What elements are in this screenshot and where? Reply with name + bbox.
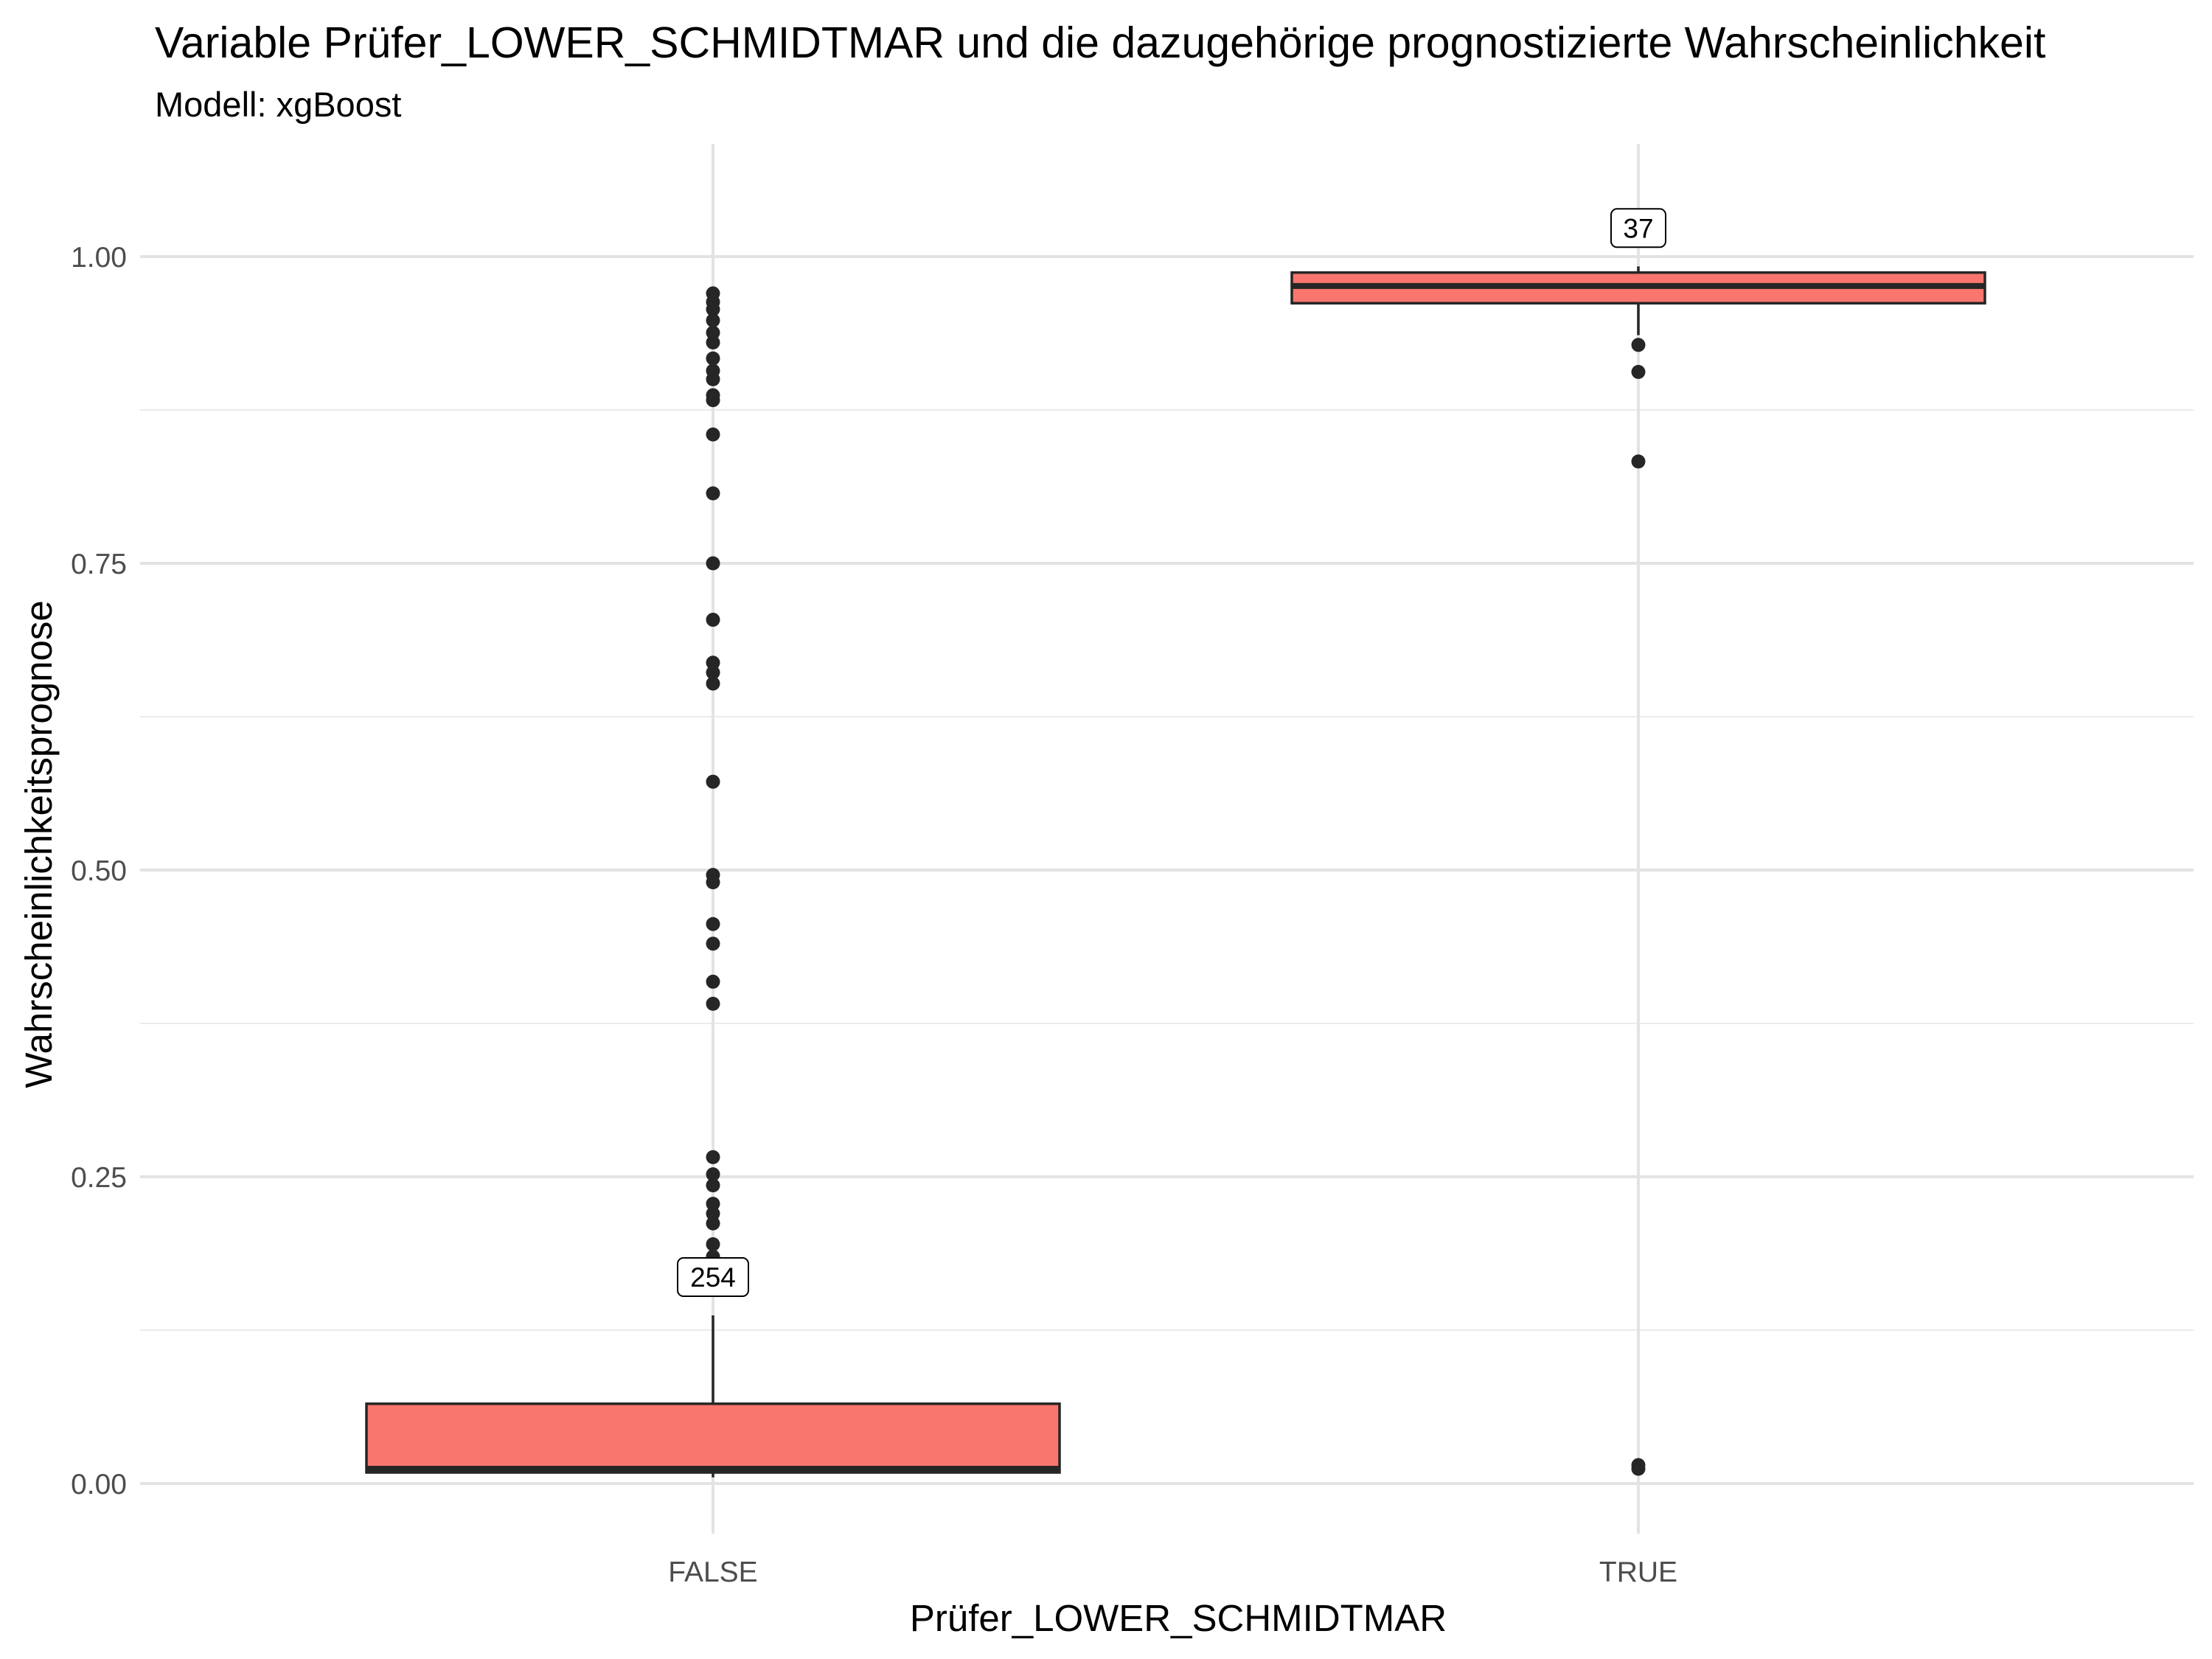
outlier-point [706,335,720,349]
box-marks: 254 37 [365,208,1986,1478]
y-tick-label: 1.00 [71,242,127,274]
chart-title: Variable Prüfer_LOWER_SCHMIDTMAR und die… [155,18,2045,67]
grid-lines [140,144,2194,1534]
outlier-point [706,313,720,328]
y-axis-title: Wahrscheinlichkeitsprognose [18,600,60,1088]
outlier-point [706,665,720,680]
chart-subtitle: Modell: xgBoost [155,85,401,124]
outlier-point [706,372,720,386]
outlier-point [706,917,720,931]
outlier-point [706,1216,720,1231]
y-tick-label: 0.25 [71,1162,127,1194]
y-tick-label: 0.75 [71,549,127,580]
outlier-point [706,1178,720,1193]
y-tick-label: 0.00 [71,1469,127,1500]
outlier-point [706,486,720,501]
outlier-point [706,1206,720,1221]
x-axis-title: Prüfer_LOWER_SCHMIDTMAR [910,1597,1447,1639]
y-axis-ticks: 0.00 0.25 0.50 0.75 1.00 [71,242,127,1500]
count-label: 37 [1623,213,1653,243]
outlier-point [706,393,720,408]
outlier-point [706,325,720,340]
outlier-point [706,351,720,366]
outlier-point [706,676,720,691]
outlier-point [706,556,720,571]
outlier-point [1631,338,1646,352]
outlier-point [706,875,720,890]
outlier-point [706,302,720,317]
count-label: 254 [690,1262,736,1293]
outlier-point [706,1167,720,1182]
outlier-point [1631,1461,1646,1476]
count-label-box [677,1257,749,1298]
box-group-true: 37 [1290,208,1986,1476]
outlier-point [706,1150,720,1164]
outlier-point [706,613,720,627]
count-label-box [1610,208,1666,248]
outlier-point [706,655,720,670]
y-tick-label: 0.50 [71,855,127,887]
box-group-false: 254 [365,286,1061,1478]
box-rect [365,1402,1061,1474]
outlier-point [1631,364,1646,379]
outlier-point [706,936,720,951]
outlier-point [706,1237,720,1252]
outlier-point [706,427,720,442]
x-tick-label: FALSE [668,1557,757,1588]
x-tick-label: TRUE [1599,1557,1677,1588]
outlier-point [706,996,720,1011]
x-axis-ticks: FALSE TRUE [668,1557,1677,1588]
outlier-point [1631,454,1646,469]
outlier-point [706,1197,720,1211]
outlier-point [706,774,720,789]
outlier-point [706,974,720,989]
